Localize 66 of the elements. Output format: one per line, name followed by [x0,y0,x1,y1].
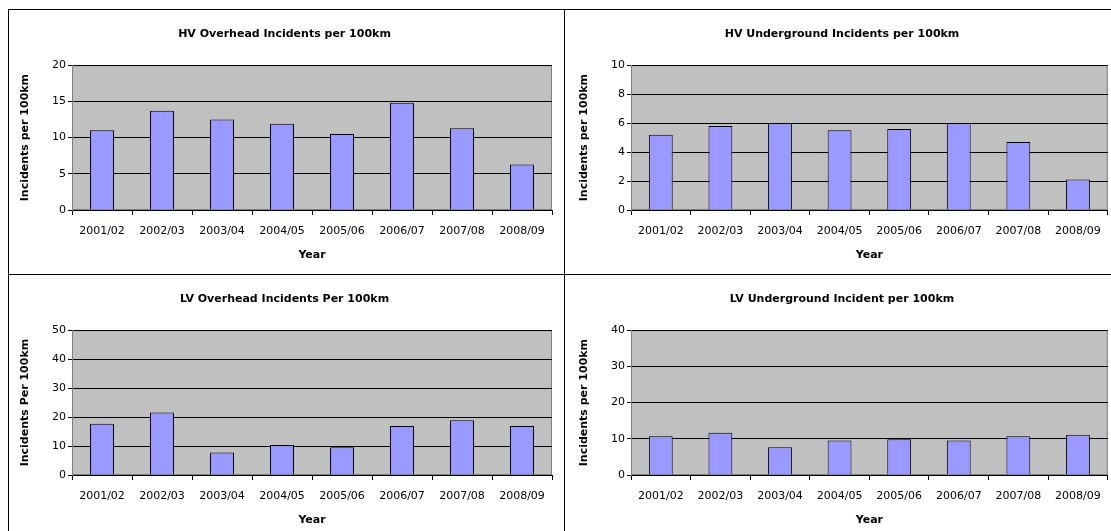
x-tick-label: 2007/08 [439,224,485,238]
x-tick-label: 2003/04 [199,224,245,238]
chart-title: LV Overhead Incidents Per 100km [179,292,390,306]
x-axis-title: Year [854,513,884,527]
y-tick-label: 30 [52,380,66,394]
y-tick-label: 0 [618,467,625,481]
x-tick-label: 2002/03 [139,224,185,238]
x-tick-label: 2004/05 [259,224,305,238]
x-tick-label: 2003/04 [199,489,245,503]
y-tick-label: 15 [52,94,66,108]
y-tick-label: 40 [52,352,66,366]
y-tick-label: 5 [59,166,66,180]
x-tick-label: 2005/06 [876,489,923,503]
y-tick-label: 10 [52,130,66,144]
x-axis-title: Year [297,248,327,262]
y-tick-label: 2 [618,173,625,187]
x-tick-label: 2001/02 [637,489,684,503]
y-tick-label: 20 [611,395,625,409]
y-tick-label: 30 [611,359,625,373]
y-tick-label: 6 [618,115,625,129]
chart-title: HV Underground Incidents per 100km [724,27,960,41]
x-tick-label: 2006/07 [935,224,982,238]
y-tick-label: 20 [52,58,66,72]
x-tick-label: 2003/04 [757,224,803,238]
x-tick-label: 2002/03 [697,224,744,238]
x-tick-label: 2007/08 [995,489,1042,503]
y-tick-label: 10 [52,438,66,452]
x-tick-label: 2008/09 [499,224,545,238]
x-tick-label: 2003/04 [757,489,803,503]
x-tick-label: 2005/06 [876,224,923,238]
x-tick-label: 2001/02 [637,224,684,238]
x-tick-label: 2002/03 [697,489,744,503]
x-tick-label: 2001/02 [79,224,125,238]
x-tick-label: 2001/02 [79,489,125,503]
x-tick-label: 2004/05 [816,489,863,503]
x-tick-label: 2006/07 [379,489,425,503]
y-axis-title: Incidents per 100km [577,73,591,202]
y-axis-title: Incidents Per 100km [18,338,32,467]
x-tick-label: 2008/09 [1055,224,1101,238]
x-tick-label: 2007/08 [439,489,485,503]
y-tick-label: 0 [618,202,625,216]
x-tick-label: 2004/05 [259,489,305,503]
y-tick-label: 0 [59,467,66,481]
x-tick-label: 2008/09 [499,489,545,503]
x-tick-label: 2008/09 [1055,489,1101,503]
x-tick-label: 2006/07 [379,224,425,238]
y-tick-label: 40 [611,323,625,337]
chart-title: LV Underground Incident per 100km [729,292,955,306]
x-tick-label: 2007/08 [995,224,1042,238]
y-tick-label: 4 [618,144,625,158]
x-tick-label: 2005/06 [319,224,365,238]
y-axis-title: Incidents per 100km [577,338,591,467]
y-tick-label: 10 [611,58,625,72]
x-axis-title: Year [854,248,884,262]
x-tick-label: 2002/03 [139,489,185,503]
y-tick-label: 0 [59,202,66,216]
x-tick-label: 2004/05 [816,224,863,238]
chart-title: HV Overhead Incidents per 100km [178,27,391,41]
y-tick-label: 8 [618,87,625,101]
y-tick-label: 10 [611,431,625,445]
y-tick-label: 50 [52,323,66,337]
x-axis-title: Year [297,513,327,527]
y-tick-label: 20 [52,409,66,423]
x-tick-label: 2005/06 [319,489,365,503]
y-axis-title: Incidents per 100km [18,73,32,202]
x-tick-label: 2006/07 [935,489,982,503]
